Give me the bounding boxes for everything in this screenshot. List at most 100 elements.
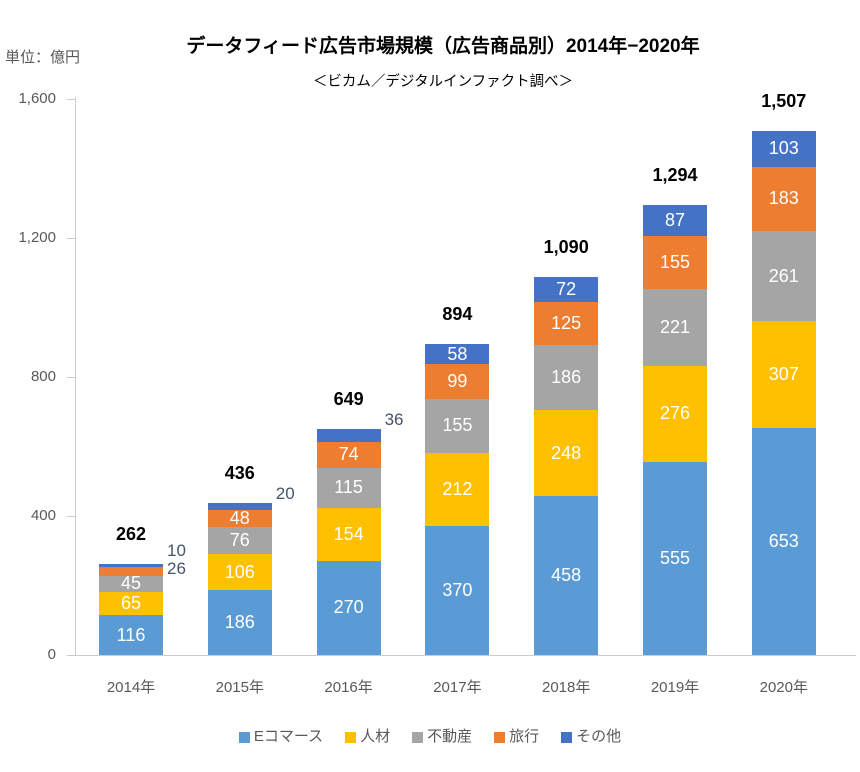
segment-label: 125 [551,312,582,333]
segment-label-outside: 10 [167,540,186,560]
bar-segment-travel [643,235,707,290]
legend-swatch [238,731,250,743]
legend-item-real-estate: 不動産 [412,729,472,745]
y-axis-tick [67,655,75,656]
bar-segment-ecommerce [751,428,816,655]
segment-label: 58 [447,344,468,365]
legend-label: 人材 [360,728,391,745]
y-axis-label: 400 [30,507,56,524]
segment-label: 221 [659,317,691,338]
legend-item-hr: 人材 [345,729,390,745]
x-axis-label: 2020年 [759,679,808,696]
total-label: 1,507 [761,91,807,112]
segment-label: 115 [334,476,363,497]
bar-segment-ecommerce [99,614,163,655]
x-axis-label: 2014年 [106,679,156,696]
y-axis-tick [67,238,75,239]
chart-title: データフィード広告市場規模（広告商品別）2014年−2020年 [186,36,700,57]
segment-label: 261 [768,265,799,286]
bar-segment-hr [207,553,272,591]
segment-label: 307 [768,364,799,385]
total-label: 436 [224,463,255,484]
x-axis-line [75,655,856,656]
segment-label-outside: 36 [384,409,404,429]
segment-label: 653 [768,531,799,552]
total-label: 1,090 [543,236,589,257]
legend-label: その他 [576,728,622,745]
legend-item-other: その他 [561,729,621,745]
bar-segment-hr [751,321,816,429]
bar-segment-hr [99,592,163,615]
bar-segment-ecommerce [534,495,599,655]
bar-segment-ecommerce [316,561,381,655]
bar-segment-other [425,344,490,365]
bar-segment-real-estate [99,576,163,593]
y-axis-line [75,97,76,655]
legend-item-travel: 旅行 [494,729,539,745]
bar-segment-travel [534,301,599,346]
legend-swatch [561,731,573,743]
bar-segment-real-estate [316,467,381,508]
bar-segment-real-estate [643,289,707,367]
segment-label: 103 [768,138,799,159]
unit-label: 単位：億円 [5,49,81,66]
bar-segment-travel [751,167,816,231]
bar-segment-travel [207,510,272,528]
segment-label: 370 [442,580,473,601]
x-axis-label: 2019年 [650,679,700,696]
segment-label: 186 [551,367,582,388]
bar-segment-travel [99,567,163,577]
bar-segment-real-estate [751,230,816,322]
segment-label: 72 [556,278,577,299]
segment-label: 276 [659,403,691,424]
bar-segment-other [207,503,272,511]
bar-segment-hr [316,507,381,562]
total-label: 894 [442,304,473,325]
segment-label: 458 [551,564,582,585]
y-axis-tick [67,377,75,378]
segment-label: 212 [442,478,473,499]
y-axis-tick [67,516,75,517]
bar-segment-ecommerce [207,590,272,655]
bar-segment-hr [425,452,490,527]
legend-swatch [412,731,424,743]
segment-label: 99 [447,371,468,392]
segment-label-outside: 20 [275,483,295,503]
bar-segment-real-estate [425,398,490,453]
total-label: 262 [115,523,147,544]
y-axis-label: 1,200 [18,229,56,246]
legend-label: 不動産 [427,728,473,745]
bar-segment-ecommerce [643,462,707,655]
segment-label: 154 [333,523,364,544]
segment-label: 183 [768,188,799,209]
y-axis-label: 1,600 [18,90,56,107]
bar-segment-travel [316,441,381,468]
x-axis-label: 2015年 [215,679,264,696]
y-axis-label: 0 [47,646,56,663]
legend-swatch [345,731,357,743]
legend: Eコマース 人材 不動産 旅行 その他 [0,729,860,745]
segment-label: 270 [333,597,364,618]
bar-segment-other [316,429,381,442]
segment-label: 45 [120,573,142,594]
segment-label: 74 [338,443,359,464]
bar-segment-other [751,131,816,168]
segment-label: 155 [659,251,691,272]
bar-segment-hr [534,409,599,496]
x-axis-label: 2017年 [433,679,482,696]
legend-label: 旅行 [509,728,540,745]
total-label: 649 [333,389,364,410]
chart-subtitle: ＜ビカム／デジタルインファクト調べ＞ [312,74,574,90]
bar-segment-hr [643,366,707,463]
y-axis-label: 800 [30,368,56,385]
segment-label-outside: 26 [167,558,186,578]
segment-label: 65 [120,593,142,614]
bar-segment-other [534,276,599,302]
segment-label: 106 [224,561,255,582]
bar-segment-real-estate [534,345,599,410]
bar-segment-other [643,205,707,236]
segment-label: 555 [659,548,691,569]
bar-segment-ecommerce [425,526,490,655]
